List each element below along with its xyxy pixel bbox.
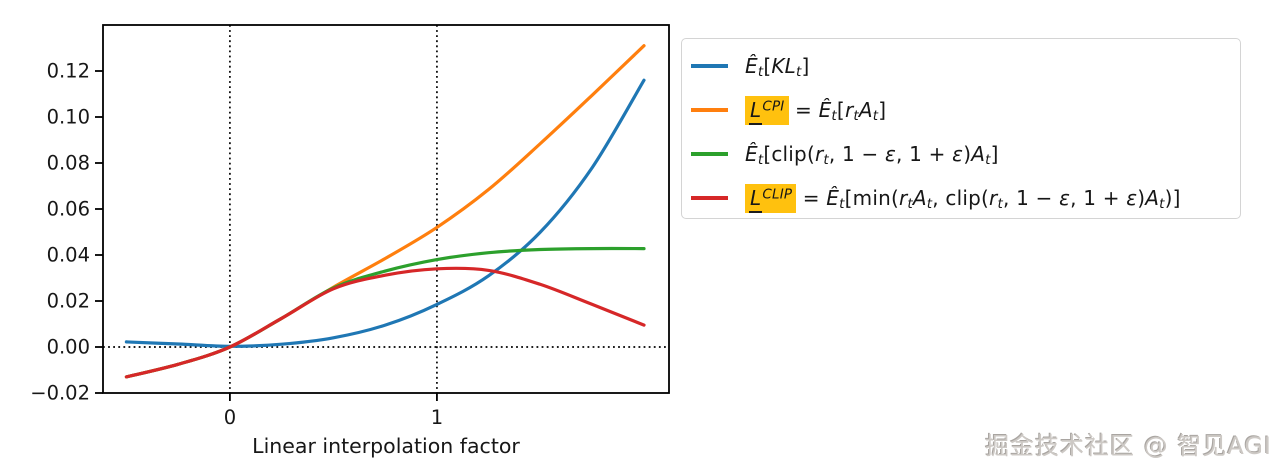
math-roman: , 1 +: [896, 142, 953, 166]
legend-label: Êt[KLt]: [745, 54, 810, 80]
legend-label: Êt[clip(rt, 1 − ε, 1 + ε)At]: [745, 142, 999, 168]
math-italic: ε: [885, 142, 897, 166]
math-roman: ]: [801, 54, 810, 78]
math-subscript: t: [757, 63, 764, 80]
math-subscript: t: [997, 195, 1003, 212]
legend-item-clip-term: Êt[clip(rt, 1 − ε, 1 + ε)At]: [682, 132, 1240, 176]
math-italic: Ê: [745, 54, 758, 78]
series-clip-objective: [124, 266, 646, 379]
math-subscript: t: [823, 151, 829, 168]
math-italic: A: [858, 98, 873, 122]
y-tick-label: −0.02: [30, 382, 90, 405]
legend-line-sample: [691, 152, 728, 156]
math-roman: ): [1137, 186, 1146, 210]
math-italic: ε: [1126, 186, 1138, 210]
legend-line-sample: [691, 64, 728, 68]
math-subscript: t: [831, 107, 837, 124]
series-kl: [124, 78, 646, 348]
math-roman: , 1 −: [828, 142, 886, 166]
y-tick-label: 0.04: [47, 244, 90, 267]
objective-superscript: CLIP: [762, 186, 793, 203]
math-italic: KL: [771, 54, 797, 78]
math-italic: r: [844, 98, 854, 122]
math-italic: r: [898, 186, 908, 210]
legend-item-kl: Êt[KLt]: [682, 44, 1240, 88]
x-axis-label: Linear interpolation factor: [252, 434, 520, 458]
math-subscript: t: [757, 151, 764, 168]
watermark: 掘金技术社区 @ 智见AGI: [985, 432, 1272, 460]
math-subscript: t: [872, 107, 879, 124]
y-tick-label: 0.12: [47, 60, 90, 83]
highlight-clip: LCLIP: [745, 184, 797, 213]
y-tick-label: 0.02: [47, 290, 90, 313]
math-roman: ]: [990, 142, 999, 166]
math-roman: =: [796, 186, 827, 210]
math-roman: , 1 +: [1070, 186, 1127, 210]
math-italic: A: [971, 142, 986, 166]
legend-line-sample: [691, 196, 728, 200]
math-roman: =: [788, 98, 819, 122]
legend-item-clip-objective: LCLIP = Êt[min(rtAt, clip(rt, 1 − ε, 1 +…: [682, 176, 1240, 220]
y-tick-label: 0.10: [47, 106, 90, 129]
math-italic: A: [912, 186, 927, 210]
series-cpi: [124, 44, 646, 379]
math-roman: [min(: [844, 186, 899, 210]
legend-line-sample: [691, 108, 728, 112]
highlight-cpi: LCPI: [745, 96, 789, 125]
math-italic: r: [814, 142, 824, 166]
objective-symbol: L: [749, 98, 763, 125]
math-italic: A: [1145, 186, 1160, 210]
y-tick-label: 0.08: [47, 152, 90, 175]
axes-spines: [102, 24, 670, 394]
y-tick-label: 0.06: [47, 198, 90, 221]
x-tick-label: 0: [224, 406, 236, 429]
math-roman: [clip(: [763, 142, 815, 166]
objective-symbol: L: [749, 186, 763, 213]
math-italic: r: [989, 186, 998, 210]
math-roman: , 1 −: [1002, 186, 1060, 210]
math-subscript: t: [926, 195, 933, 212]
math-italic: ε: [1059, 186, 1071, 210]
math-italic: Ê: [826, 186, 840, 210]
y-tick-label: 0.00: [47, 336, 90, 359]
math-roman: )]: [1164, 186, 1181, 210]
math-roman: [: [763, 54, 772, 78]
math-italic: Ê: [745, 142, 758, 166]
legend-label: LCLIP = Êt[min(rtAt, clip(rt, 1 − ε, 1 +…: [745, 184, 1181, 213]
math-italic: Ê: [818, 98, 832, 122]
legend-label: LCPI = Êt[rtAt]: [745, 96, 887, 125]
legend-item-cpi: LCPI = Êt[rtAt]: [682, 88, 1240, 132]
math-subscript: t: [796, 63, 802, 80]
math-roman: , clip(: [932, 186, 990, 210]
math-subscript: t: [1159, 195, 1165, 212]
math-roman: ]: [878, 98, 887, 122]
math-subscript: t: [839, 195, 845, 212]
math-subscript: t: [907, 195, 913, 212]
math-roman: ): [963, 142, 972, 166]
plot-area: −0.02 0.00 0.02 0.04 0.06 0.08 0.10 0.12 0 1: [30, 24, 670, 429]
math-subscript: t: [853, 107, 859, 124]
objective-superscript: CPI: [762, 98, 785, 115]
math-italic: ε: [952, 142, 964, 166]
legend: Êt[KLt] LCPI = Êt[rtAt] Êt[clip(rt, 1 − ε,…: [681, 38, 1241, 219]
x-tick-label: 1: [431, 406, 443, 429]
math-roman: [: [836, 98, 845, 122]
math-subscript: t: [985, 151, 991, 168]
